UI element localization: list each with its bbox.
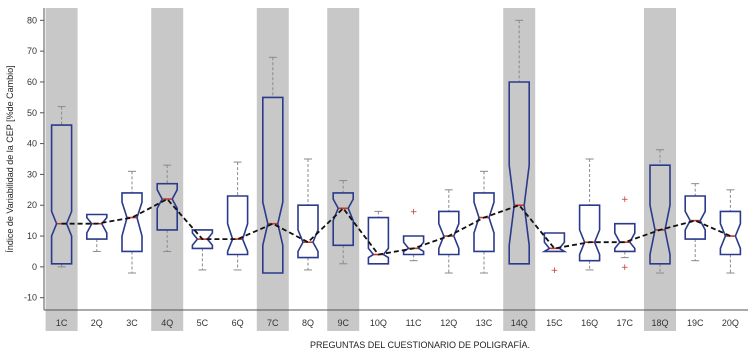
y-tick-label: -10: [24, 293, 37, 303]
box-body: [121, 192, 143, 253]
x-axis-ticks: 1C 2Q 3C 4Q 5C 6Q 7C 8Q 9C 10Q 11C 12Q 13C 14Q 15C 16Q 1…: [56, 318, 739, 328]
y-axis-title: Índice de Variabilidad de la CEP [%de Ca…: [5, 65, 15, 252]
box-9C: [332, 180, 355, 265]
box-body: [402, 235, 425, 256]
y-tick-label: 80: [27, 15, 37, 25]
box-6Q: [226, 161, 249, 271]
box-10Q: [367, 210, 390, 265]
x-tick-label-14Q: 14Q: [511, 318, 528, 328]
box-16Q: [578, 158, 601, 271]
y-tick-label: 60: [27, 77, 37, 87]
y-tick-label: 0: [32, 262, 37, 272]
highlight-band-7C: [256, 8, 289, 331]
box-12Q: [437, 189, 460, 274]
box-body: [508, 81, 531, 265]
trend-path: [61, 197, 731, 256]
box-body: [156, 182, 178, 231]
box-body: [437, 210, 460, 256]
x-tick-label-16Q: 16Q: [581, 318, 598, 328]
x-tick-label-13C: 13C: [476, 318, 493, 328]
x-tick-label-12Q: 12Q: [440, 318, 457, 328]
x-tick-label-8Q: 8Q: [302, 318, 314, 328]
box-body: [191, 229, 214, 250]
x-tick-label-5C: 5C: [197, 318, 209, 328]
y-tick-label: 70: [27, 46, 37, 56]
box-body: [541, 232, 568, 253]
box-3C: [121, 170, 143, 274]
box-body: [226, 195, 249, 256]
highlight-bands: [45, 8, 676, 331]
x-tick-label-6Q: 6Q: [232, 318, 244, 328]
x-tick-label-19C: 19C: [687, 318, 704, 328]
box-body: [473, 192, 495, 253]
box-body: [578, 204, 601, 262]
box-body: [86, 213, 108, 240]
box-5C: [191, 229, 214, 271]
y-tick-label: 20: [27, 200, 37, 210]
x-tick-label-9C: 9C: [337, 318, 349, 328]
axes: [43, 8, 748, 311]
x-tick-label-11C: 11C: [406, 318, 422, 328]
x-tick-label-4Q: 4Q: [161, 318, 173, 328]
y-tick-label: 10: [27, 231, 37, 241]
y-tick-label: 40: [27, 139, 37, 149]
box-11C: +: [402, 207, 425, 262]
x-tick-label-1C: 1C: [56, 318, 68, 328]
box-19C: [684, 183, 707, 262]
outlier-point: +: [621, 195, 629, 205]
x-tick-label-20Q: 20Q: [722, 318, 739, 328]
x-tick-label-18Q: 18Q: [651, 318, 668, 328]
y-axis-ticks: -10 0 10 20 30 40 50 60 70 80: [24, 15, 44, 303]
box-body: [613, 222, 636, 253]
box-body: [297, 204, 319, 259]
x-tick-label-17C: 17C: [617, 318, 634, 328]
box-8Q: [297, 158, 319, 271]
highlight-band-18Q: [644, 8, 676, 331]
x-axis-title: PREGUNTAS DEL CUESTIONARIO DE POLIGRAFÍA…: [310, 340, 530, 350]
box-body: [719, 210, 742, 256]
box-14Q: [508, 19, 531, 265]
y-tick-label: 30: [27, 169, 37, 179]
x-tick-label-2Q: 2Q: [91, 318, 103, 328]
x-tick-label-7C: 7C: [267, 318, 279, 328]
outlier-point: +: [551, 266, 559, 276]
highlight-band-1C: [45, 8, 78, 331]
box-body: [261, 96, 284, 274]
box-20Q: [719, 189, 742, 274]
box-2Q: [86, 213, 108, 252]
box-body: [50, 124, 73, 265]
box-7C: [261, 56, 284, 274]
outlier-point: +: [410, 207, 418, 217]
highlight-band-9C: [327, 8, 360, 331]
y-tick-label: 50: [27, 108, 37, 118]
box-4Q: [156, 164, 178, 252]
box-body: [332, 192, 355, 247]
x-tick-label-15C: 15C: [546, 318, 563, 328]
highlight-band-4Q: [151, 8, 184, 331]
box-body: [684, 195, 707, 240]
box-body: [367, 216, 390, 265]
box-17C: ++: [613, 195, 636, 273]
boxes: ++++: [50, 19, 742, 276]
outlier-point: +: [621, 263, 629, 273]
x-tick-label-3C: 3C: [126, 318, 138, 328]
x-tick-label-10Q: 10Q: [370, 318, 387, 328]
median-trend-line: [61, 197, 731, 256]
box-body: [649, 164, 671, 265]
